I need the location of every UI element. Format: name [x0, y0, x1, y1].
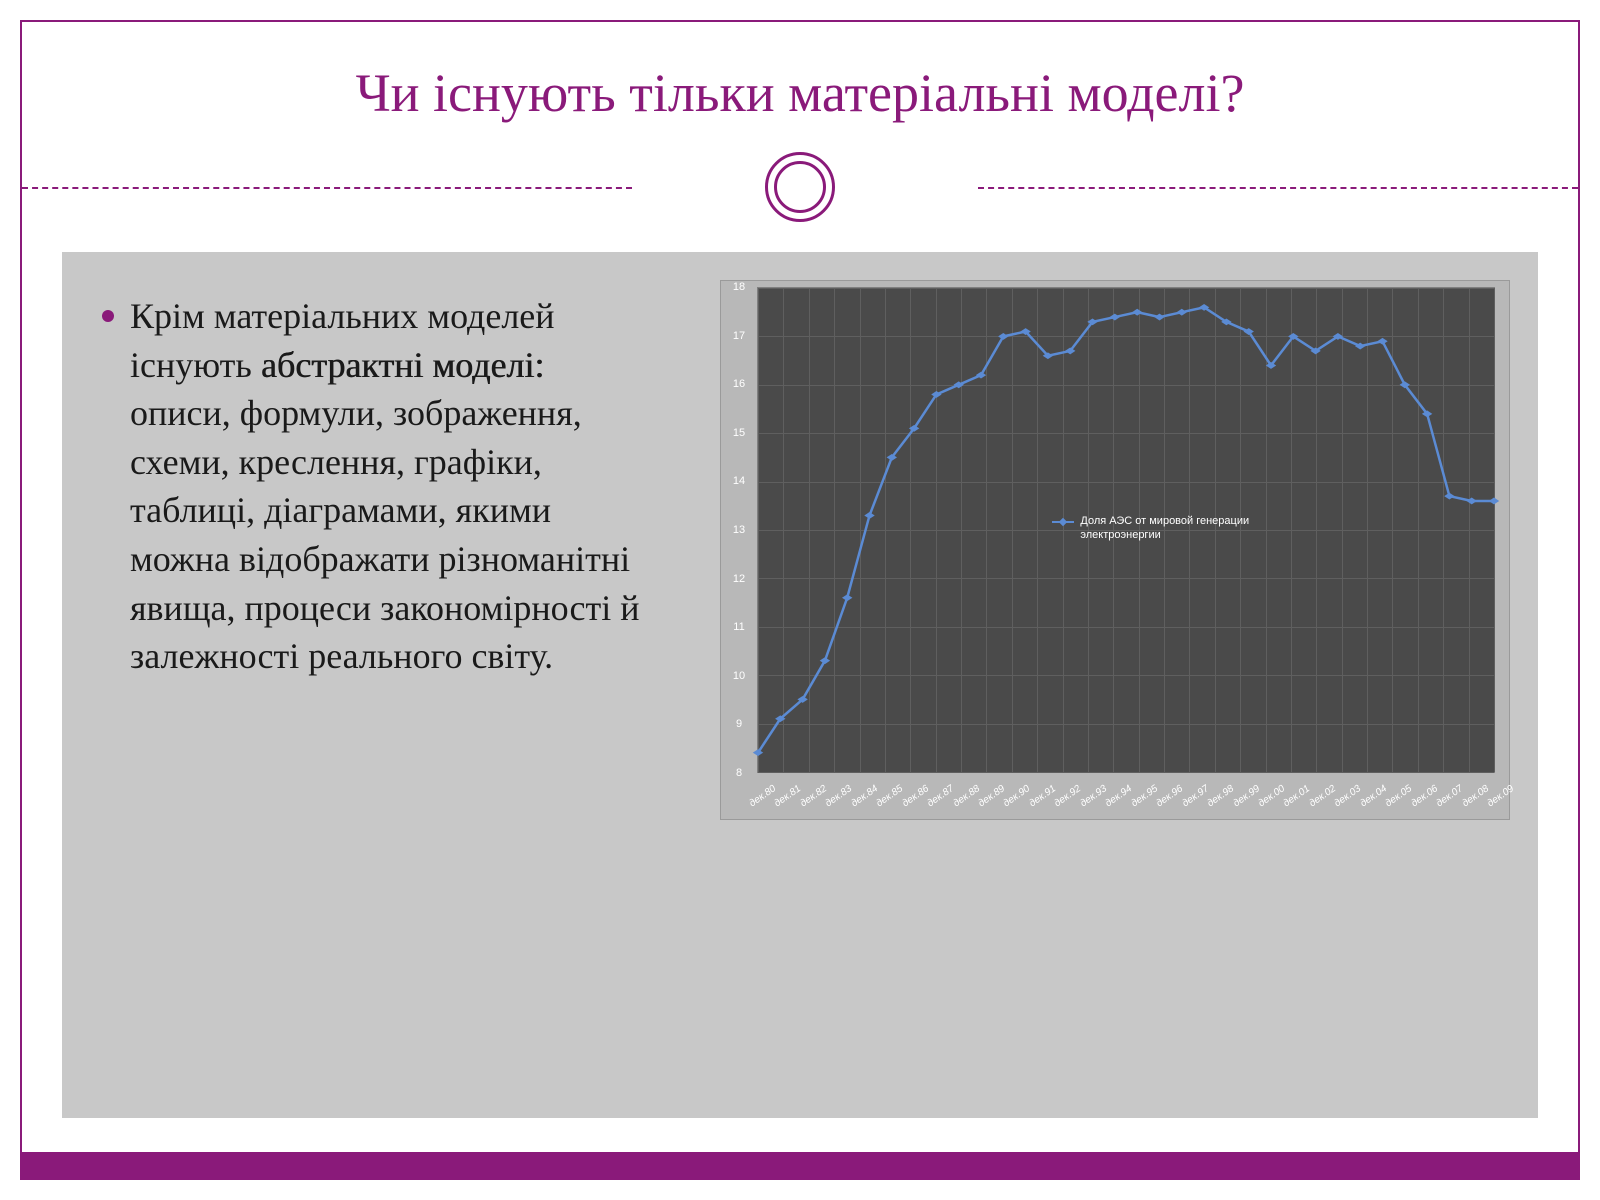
x-tick-label: дек.95	[1129, 783, 1160, 809]
chart-marker	[1489, 498, 1499, 505]
y-tick-label: 16	[727, 378, 751, 390]
bullet-text-after: описи, формули, зображення, схеми, кресл…	[130, 393, 640, 676]
y-tick-label: 15	[727, 427, 751, 439]
x-tick-label: дек.88	[951, 783, 982, 809]
x-tick-label: дек.09	[1485, 783, 1516, 809]
chart-marker	[887, 454, 897, 461]
legend-label: Доля АЭС от мировой генерации электроэне…	[1080, 515, 1249, 541]
x-tick-label: дек.86	[900, 783, 931, 809]
x-tick-label: дек.92	[1053, 783, 1084, 809]
x-tick-label: дек.84	[849, 783, 880, 809]
chart-plot-area: Доля АЭС от мировой генерации электроэне…	[757, 287, 1495, 773]
x-tick-label: дек.05	[1384, 783, 1415, 809]
slide-frame: Чи існують тільки матеріальні моделі? Кр…	[20, 20, 1580, 1180]
x-tick-label: дек.81	[773, 783, 804, 809]
chart-marker	[1087, 318, 1097, 325]
x-tick-label: дек.87	[926, 783, 957, 809]
x-tick-label: дек.89	[976, 783, 1007, 809]
x-tick-label: дек.06	[1409, 783, 1440, 809]
chart-marker	[820, 657, 830, 664]
x-tick-label: дек.91	[1027, 783, 1058, 809]
y-tick-label: 14	[727, 475, 751, 487]
x-tick-label: дек.00	[1256, 783, 1287, 809]
grid-line-v	[1494, 288, 1495, 772]
chart-marker	[1065, 347, 1075, 354]
chart-marker	[1377, 338, 1387, 345]
chart-marker	[1154, 314, 1164, 321]
x-tick-label: дек.04	[1358, 783, 1389, 809]
chart-marker	[1400, 381, 1410, 388]
chart-column: 8 9 10 11 12 13 14 15 16 17 18 Доля АЭС от мировой…	[662, 280, 1510, 1090]
chart-marker	[1132, 309, 1142, 316]
bullet-item: Крім матеріальних моделей існують абстра…	[102, 292, 642, 681]
slide-title: Чи існують тільки матеріальні моделі?	[22, 22, 1578, 152]
chart-marker	[1177, 309, 1187, 316]
x-tick-label: дек.08	[1460, 783, 1491, 809]
legend-swatch-icon	[1052, 518, 1074, 526]
x-tick-label: дек.82	[798, 783, 829, 809]
y-tick-label: 18	[727, 281, 751, 293]
bottom-accent-bar	[22, 1152, 1578, 1178]
chart-marker	[1444, 493, 1454, 500]
x-tick-label: дек.01	[1282, 783, 1313, 809]
chart-marker	[909, 425, 919, 432]
chart-marker	[864, 512, 874, 519]
chart-plot-wrap: 89101112131415161718 Доля АЭС от мировой…	[727, 287, 1503, 813]
x-tick-label: дек.03	[1333, 783, 1364, 809]
y-tick-label: 10	[727, 670, 751, 682]
y-tick-label: 11	[727, 621, 751, 633]
divider-ring-icon	[765, 152, 835, 222]
divider-line-left	[22, 187, 632, 189]
chart-legend: Доля АЭС от мировой генерации электроэне…	[1052, 515, 1300, 543]
x-tick-label: дек.99	[1231, 783, 1262, 809]
chart-marker	[1422, 410, 1432, 417]
x-tick-label: дек.80	[747, 783, 778, 809]
x-tick-label: дек.07	[1435, 783, 1466, 809]
chart-y-axis: 89101112131415161718	[727, 287, 757, 773]
divider-line-right	[978, 187, 1578, 189]
title-divider	[22, 152, 1578, 222]
chart-marker	[1110, 314, 1120, 321]
chart-container: 8 9 10 11 12 13 14 15 16 17 18 Доля АЭС от мировой…	[720, 280, 1510, 820]
chart-x-axis: дек.80дек.81дек.82дек.83дек.84дек.85дек.…	[757, 773, 1495, 813]
chart-marker	[998, 333, 1008, 340]
x-tick-label: дек.83	[824, 783, 855, 809]
x-tick-label: дек.90	[1002, 783, 1033, 809]
y-tick-label: 12	[727, 573, 751, 585]
y-tick-label: 8	[727, 767, 751, 779]
bullet-text: Крім матеріальних моделей існують абстра…	[130, 292, 642, 681]
bullet-text-bold: абстрактні моделі:	[261, 345, 544, 385]
x-tick-label: дек.96	[1155, 783, 1186, 809]
x-tick-label: дек.97	[1180, 783, 1211, 809]
legend-text: Доля АЭС от мировой генерации электроэне…	[1080, 515, 1300, 543]
y-tick-label: 9	[727, 718, 751, 730]
y-tick-label: 13	[727, 524, 751, 536]
x-tick-label: дек.02	[1307, 783, 1338, 809]
chart-marker	[842, 594, 852, 601]
x-tick-label: дек.98	[1205, 783, 1236, 809]
chart-marker	[1266, 362, 1276, 369]
text-column: Крім матеріальних моделей існують абстра…	[102, 280, 642, 1090]
x-tick-label: дек.85	[875, 783, 906, 809]
x-tick-label: дек.94	[1104, 783, 1135, 809]
chart-marker	[1466, 498, 1476, 505]
y-tick-label: 17	[727, 330, 751, 342]
x-tick-label: дек.93	[1078, 783, 1109, 809]
bullet-dot-icon	[102, 310, 114, 322]
content-area: Крім матеріальних моделей існують абстра…	[62, 252, 1538, 1118]
